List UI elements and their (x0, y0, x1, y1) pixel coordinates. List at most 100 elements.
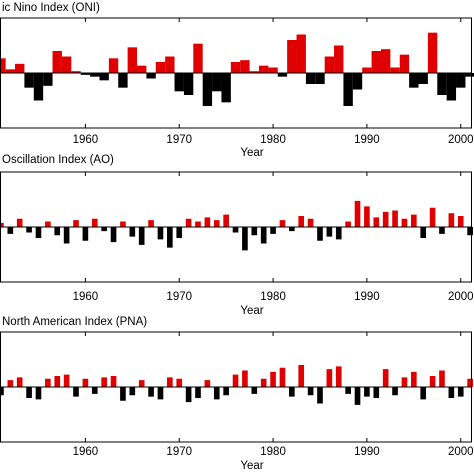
bar (213, 220, 220, 227)
bar (45, 221, 51, 227)
bar (202, 73, 213, 106)
bar (120, 221, 126, 227)
bar (0, 387, 4, 396)
bar (90, 73, 100, 77)
bar (260, 378, 267, 387)
bar (26, 387, 32, 398)
bar (373, 217, 380, 227)
bar (138, 380, 145, 387)
bar (120, 387, 126, 401)
bar (185, 218, 192, 227)
bar (183, 73, 194, 95)
bar (258, 65, 269, 73)
bar (268, 67, 278, 73)
x-tick-label: 2000 (448, 446, 474, 458)
x-tick-label: 1970 (166, 134, 192, 146)
bar (7, 227, 14, 234)
bar (467, 227, 473, 236)
bar (392, 387, 398, 396)
x-axis-label: Year (240, 147, 263, 159)
bar (296, 34, 306, 73)
x-tick-label: 2000 (448, 291, 474, 303)
bar (110, 227, 117, 243)
bar (91, 218, 98, 227)
bar (352, 73, 363, 90)
bar (108, 58, 119, 73)
bar (63, 374, 70, 387)
x-tick-label: 1960 (73, 291, 99, 303)
bar (260, 227, 267, 244)
bar (213, 387, 220, 400)
bar (204, 217, 211, 227)
bar (448, 387, 455, 398)
bar (317, 387, 323, 404)
chart-title: ic Nino Index (ONI) (2, 2, 100, 14)
bar (35, 387, 42, 400)
bar (371, 51, 381, 73)
bar (270, 227, 276, 234)
bar (392, 210, 398, 227)
bar (418, 73, 428, 84)
bar (110, 376, 117, 387)
bar (99, 73, 109, 81)
bar (345, 387, 351, 394)
bar (16, 377, 23, 387)
bar (5, 69, 16, 73)
bar (195, 221, 201, 227)
bar (324, 56, 335, 73)
bar (118, 73, 128, 88)
bar (155, 62, 166, 73)
bar (429, 207, 436, 227)
bar (73, 387, 79, 397)
bar (221, 73, 231, 103)
bar (401, 218, 408, 227)
bar (232, 227, 239, 233)
bar (167, 377, 173, 387)
bar (307, 218, 314, 227)
bar (7, 380, 14, 387)
bar (148, 387, 154, 397)
bar (465, 73, 474, 77)
bar (129, 227, 136, 237)
bar (33, 73, 44, 101)
bar (43, 73, 53, 86)
bar (240, 60, 250, 73)
bar (307, 387, 314, 396)
bar (457, 216, 464, 227)
bar (326, 369, 333, 387)
bar (287, 40, 297, 73)
x-tick-label: 1980 (260, 446, 286, 458)
bar (249, 71, 259, 73)
bar (193, 43, 203, 73)
bar (251, 387, 258, 394)
x-tick-label: 1990 (354, 291, 380, 303)
bar (223, 214, 229, 227)
bar (382, 369, 389, 387)
bar (167, 227, 173, 248)
bar (354, 387, 361, 405)
bar (467, 378, 473, 387)
bar (165, 56, 175, 73)
bar (335, 227, 342, 240)
bar (137, 65, 147, 73)
bar (61, 56, 72, 73)
bar (24, 73, 34, 88)
bar (427, 32, 438, 73)
bar (334, 45, 344, 73)
bar (54, 376, 61, 387)
bar (138, 227, 145, 245)
bar (0, 58, 6, 73)
bar (457, 387, 464, 397)
bar (82, 227, 89, 241)
bar (148, 220, 154, 227)
x-tick-label: 1990 (354, 446, 380, 458)
bar (390, 67, 400, 73)
bar (157, 227, 164, 240)
bar (146, 73, 156, 79)
bar (279, 367, 286, 387)
bar (242, 227, 248, 251)
bar (230, 62, 241, 73)
bar (80, 73, 91, 75)
bar (129, 387, 136, 396)
